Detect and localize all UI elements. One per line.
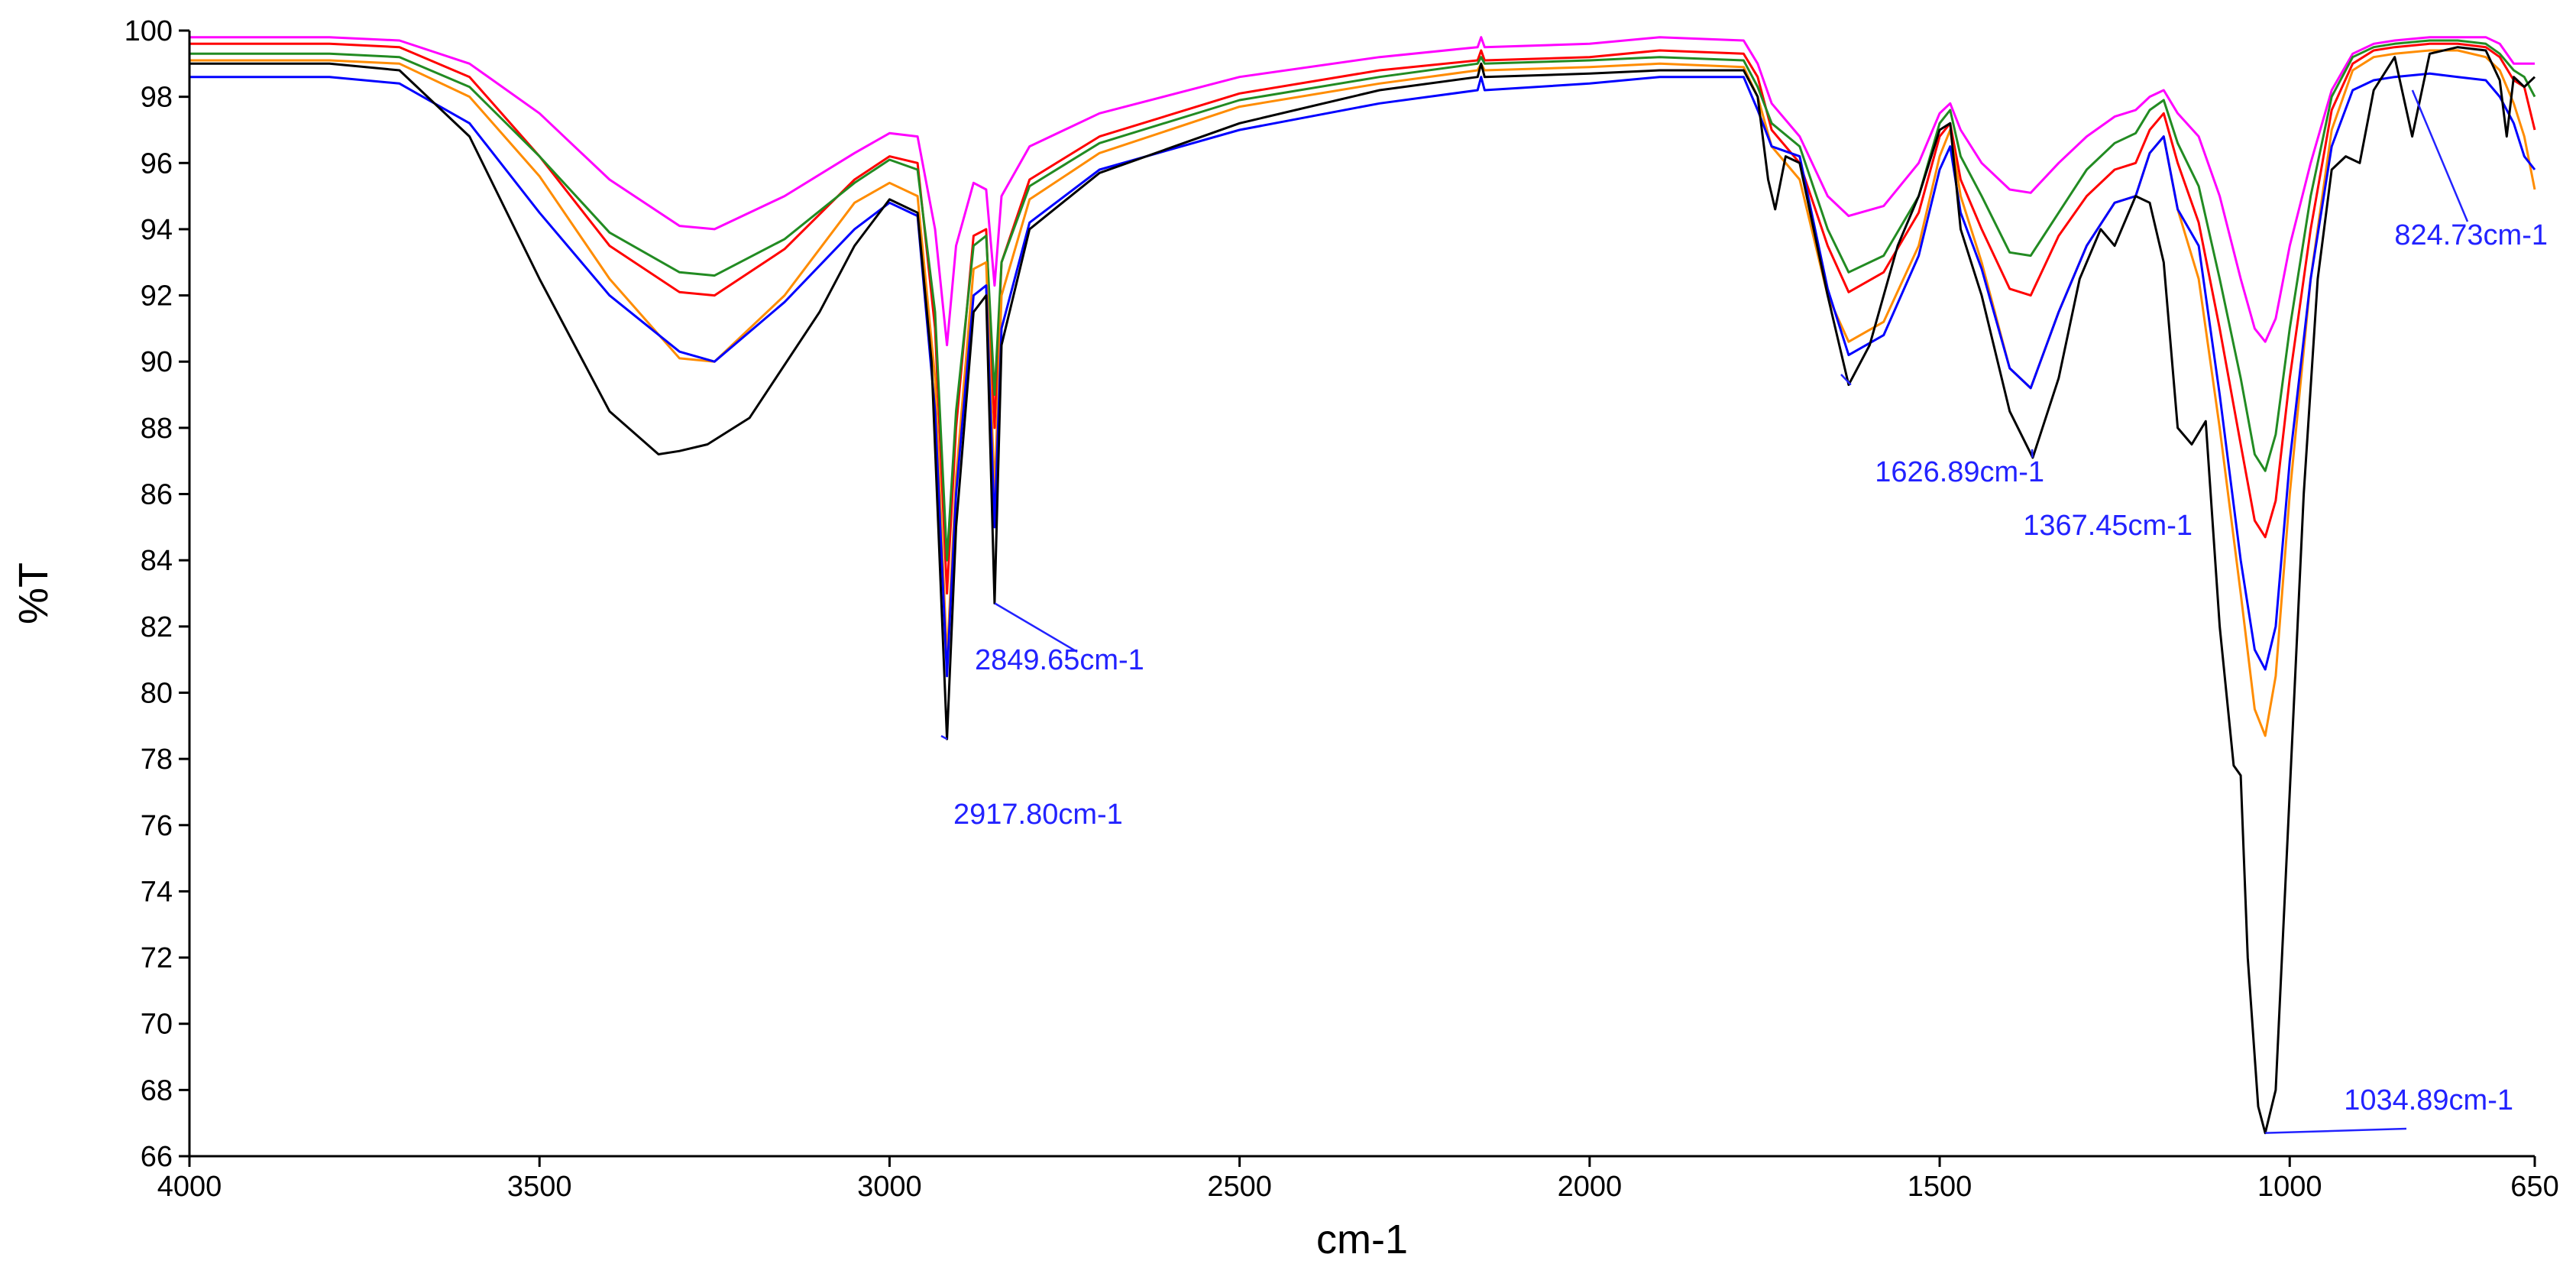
series-line-6 [189,46,2536,1135]
annotation-leader-line [2031,449,2034,458]
x-tick-label: 2500 [1207,1171,1272,1203]
y-tick-label: 78 [141,744,173,776]
y-axis-title: %T [11,562,57,624]
y-tick-label: 94 [141,214,173,246]
x-axis-title: cm-1 [1316,1217,1408,1262]
y-tick-label: 90 [141,346,173,378]
x-tick-label: 4000 [157,1171,222,1203]
y-tick-label: 72 [141,942,173,974]
axis-layer: 66 68 70 72 74 76 78 80 82 84 86 88 90 92 94 96 98 100 400… [125,15,2559,1203]
x-tick-label: 3500 [507,1171,572,1203]
series-layer [189,36,2536,1135]
x-tick-label: 3000 [857,1171,922,1203]
series-line-1 [189,36,2535,347]
annotation-leader-line [2411,89,2469,222]
y-tick-label: 98 [141,82,173,114]
y-tick-label: 88 [141,413,173,445]
x-tick-label: 2000 [1558,1171,1623,1203]
peak-annotation-label: 2917.80cm-1 [953,799,1123,831]
peak-annotation-label: 1367.45cm-1 [2023,510,2193,542]
y-tick-label: 86 [141,479,173,511]
x-tick-label: 1000 [2257,1171,2322,1203]
x-tick-label: 650 [2510,1171,2558,1203]
y-tick-label: 68 [141,1074,173,1107]
y-tick-label: 100 [125,15,173,47]
peak-annotation-label: 1034.89cm-1 [2344,1084,2513,1116]
y-tick-label: 76 [141,810,173,842]
annotation-leader-line [994,602,1078,653]
series-line-3 [189,39,2536,562]
y-tick-label: 92 [141,280,173,313]
annotation-leader-line [2265,1127,2407,1134]
y-tick-label: 96 [141,147,173,180]
peak-annotation-label: 1626.89cm-1 [1875,456,2044,488]
annotation-layer: 2917.80cm-1 2849.65cm-1 1626.89cm-1 1367.45… [940,89,2548,1134]
annotation-leader-line [1840,374,1852,386]
x-tick-label: 1500 [1908,1171,1972,1203]
y-tick-label: 80 [141,677,173,709]
y-tick-label: 74 [141,876,173,908]
y-tick-label: 84 [141,545,173,577]
peak-annotation-label: 824.73cm-1 [2394,219,2548,251]
annotation-leader-line [940,734,948,740]
y-tick-label: 70 [141,1009,173,1041]
series-line-5 [189,72,2536,678]
y-tick-label: 66 [141,1141,173,1173]
y-tick-label: 82 [141,611,173,643]
peak-annotation-label: 2849.65cm-1 [975,644,1144,676]
